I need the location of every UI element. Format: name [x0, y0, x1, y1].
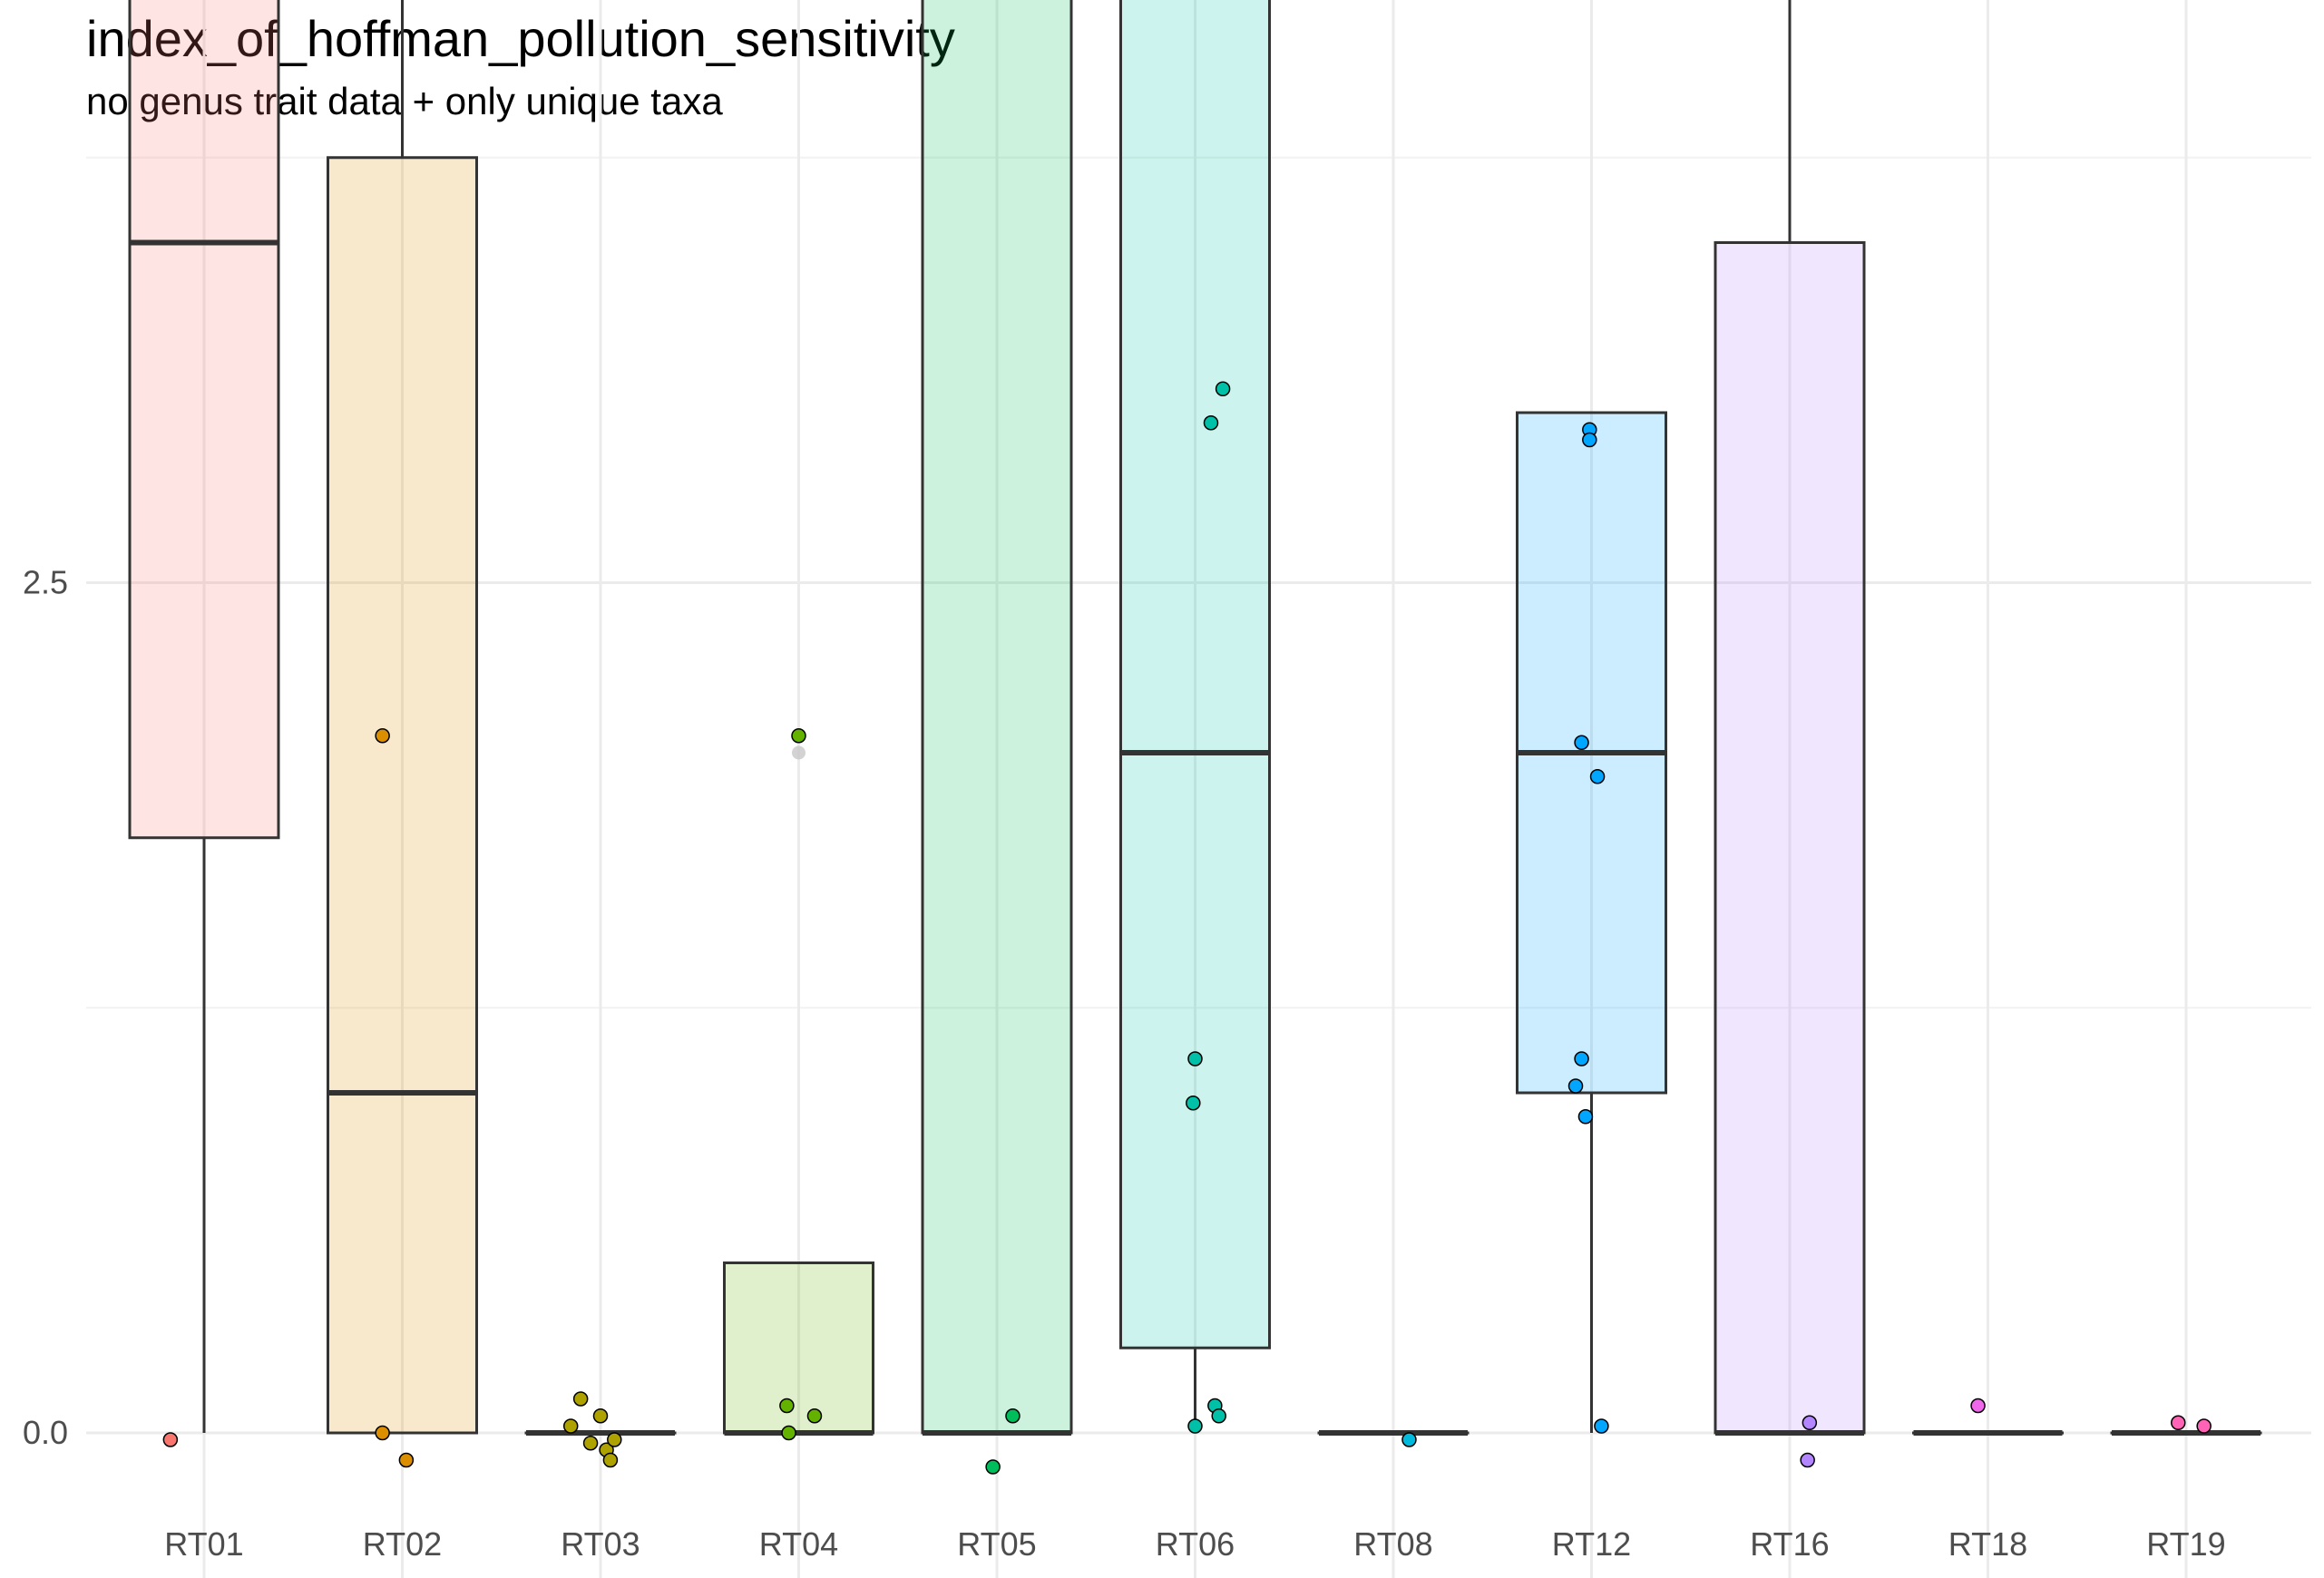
data-point-rt19: [2196, 1418, 2212, 1434]
box-body: [921, 0, 1073, 1435]
box-body: [723, 1261, 874, 1435]
box-rt05: [921, 0, 1073, 1436]
data-point-rt12: [1574, 735, 1589, 750]
x-axis-ticks: RT01 RT02 RT03 RT04 RT05 RT06 RT08 RT12 RT16 RT18…: [164, 1525, 2225, 1563]
data-point-rt12: [1582, 432, 1597, 448]
data-point-rt12: [1589, 769, 1606, 784]
x-tick-label: RT04: [759, 1525, 838, 1563]
data-point-rt02: [375, 728, 390, 744]
data-point-rt03: [602, 1452, 619, 1468]
data-point-rt06: [1187, 1051, 1203, 1067]
box-rt16: [1714, 0, 1866, 1436]
box-rt06: [1119, 0, 1271, 1433]
x-tick-label: RT19: [2146, 1525, 2225, 1563]
data-point-rt06: [1186, 1096, 1201, 1111]
data-point-rt19: [2171, 1415, 2186, 1430]
data-point-rt12: [1577, 1109, 1594, 1125]
data-point-rt12: [1594, 1418, 1609, 1434]
data-point-rt05: [985, 1459, 1001, 1475]
x-tick-label: RT18: [1948, 1525, 2027, 1563]
box-rt12: [1516, 411, 1667, 1433]
chart-title: index_of_hoffman_pollution_sensitivity: [86, 10, 955, 67]
data-point-rt03: [572, 1391, 589, 1407]
x-tick-label: RT12: [1552, 1525, 1631, 1563]
x-tick-label: RT05: [957, 1525, 1036, 1563]
box-body: [1714, 241, 1866, 1435]
box-rt04: [723, 745, 874, 1436]
y-tick-label: 2.5: [23, 564, 68, 601]
x-tick-label: RT01: [164, 1525, 243, 1563]
data-point-rt16: [1800, 1452, 1815, 1468]
x-tick-label: RT08: [1353, 1525, 1432, 1563]
data-point-rt03: [562, 1418, 579, 1434]
data-point-rt02: [375, 1425, 390, 1441]
x-tick-label: RT06: [1156, 1525, 1235, 1563]
box-body: [128, 0, 280, 840]
data-point-rt18: [1970, 1398, 1986, 1414]
data-point-rt12: [1567, 1078, 1584, 1094]
data-point-rt06: [1211, 1408, 1226, 1424]
chart-subtitle: no genus trait data + only unique taxa: [86, 80, 723, 122]
data-point-rt04: [779, 1398, 795, 1414]
x-tick-label: RT02: [363, 1525, 442, 1563]
data-point-rt04: [781, 1425, 796, 1441]
x-tick-label: RT16: [1750, 1525, 1829, 1563]
outlier-point: [792, 745, 806, 760]
jitter-points: [162, 381, 2212, 1475]
data-point-rt03: [607, 1432, 622, 1447]
box-body: [327, 156, 478, 1435]
data-point-rt06: [1203, 415, 1219, 431]
x-tick-label: RT03: [561, 1525, 640, 1563]
data-point-rt01: [162, 1432, 179, 1447]
data-point-rt03: [582, 1436, 599, 1451]
y-axis-ticks: 0.02.55.07.5: [23, 564, 68, 1452]
data-point-rt12: [1574, 1051, 1589, 1067]
data-point-rt02: [398, 1452, 415, 1468]
data-point-rt06: [1215, 381, 1231, 396]
y-tick-label: 0.0: [23, 1414, 68, 1451]
box-rt01: [128, 0, 280, 1433]
box-rt02: [327, 0, 478, 1435]
data-point-rt04: [806, 1408, 823, 1424]
box-body: [1119, 0, 1271, 1349]
boxes: [128, 0, 2262, 1436]
box-rt03: [524, 1430, 677, 1436]
data-point-rt05: [1005, 1408, 1020, 1424]
data-point-rt03: [592, 1408, 609, 1424]
data-point-rt06: [1187, 1418, 1203, 1434]
data-point-rt08: [1401, 1432, 1417, 1447]
data-point-rt04: [791, 728, 806, 744]
data-point-rt16: [1802, 1415, 1818, 1430]
